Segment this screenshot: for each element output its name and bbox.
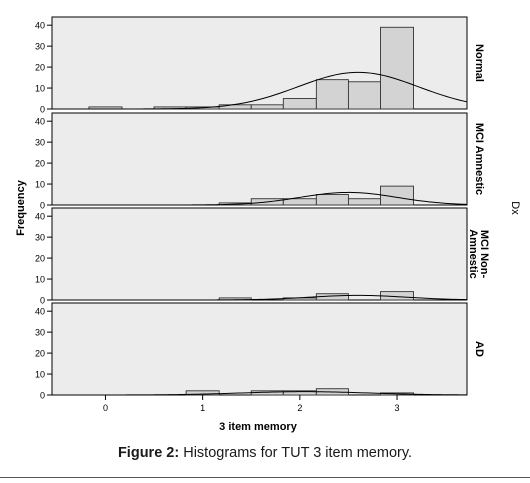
y-tick-label: 0 <box>40 201 45 211</box>
histogram-bar <box>315 79 349 110</box>
y-tick-label: 30 <box>35 328 45 338</box>
y-tick-label: 0 <box>40 296 45 306</box>
y-axis-label: Frequency <box>15 179 27 236</box>
panel-background <box>51 207 468 301</box>
histogram-figure: Frequency 3 item memory Dx 010203040Norm… <box>15 16 521 433</box>
y-tick-label: 30 <box>35 233 45 243</box>
panel-label: Normal <box>473 44 485 82</box>
panel-label-line: MCI Non- <box>478 230 490 279</box>
y-tick-label: 20 <box>35 254 45 264</box>
x-tick-label: 3 <box>395 403 400 413</box>
x-tick-label: 0 <box>103 403 108 413</box>
y-tick-label: 10 <box>35 180 45 190</box>
figure-caption: Figure 2: Histograms for TUT 3 item memo… <box>0 445 530 461</box>
x-tick-label: 1 <box>200 403 205 413</box>
y-tick-label: 10 <box>35 275 45 285</box>
normal-curve <box>52 391 468 396</box>
y-tick-label: 40 <box>35 307 45 317</box>
caption-label: Figure 2: <box>117 445 180 461</box>
x-axis: 0 1 2 3 <box>103 395 400 413</box>
panel-label: AD <box>473 341 485 357</box>
panel-0: 0 10 20 30 40 Normal <box>35 16 485 115</box>
y-tick-label: 40 <box>35 117 45 127</box>
y-tick-label: 20 <box>35 349 45 359</box>
panel-label-line: Amnestic <box>467 229 479 279</box>
normal-curve <box>52 191 468 206</box>
y-tick-label: 0 <box>40 391 45 401</box>
y-tick-label: 20 <box>35 63 45 73</box>
histogram-bar <box>347 198 381 206</box>
histogram-bar <box>282 98 317 110</box>
histogram-bar <box>250 104 284 110</box>
y-tick-label: 20 <box>35 159 45 169</box>
y-tick-label: 30 <box>35 138 45 148</box>
panel-background <box>51 302 468 396</box>
y-tick-label: 10 <box>35 370 45 380</box>
panel-1: 0 10 20 30 40 MCI Amnestic <box>35 112 485 211</box>
normal-curve <box>52 294 468 301</box>
panel-label: MCI Non-Amnestic <box>467 229 490 279</box>
histogram-bar <box>380 26 414 110</box>
histogram-bar <box>315 194 349 206</box>
histogram-bar <box>380 185 414 206</box>
histogram-bar <box>347 81 381 110</box>
panel-2: 0 10 20 30 40 MCI Non-Amnestic <box>35 207 490 306</box>
y-tick-label: 10 <box>35 84 45 94</box>
panel-label: MCI Amnestic <box>473 123 485 195</box>
panel-3: 0 10 20 30 40 AD <box>35 302 485 401</box>
panels-group: 0 10 20 30 40 Normal 0 10 20 30 40 MCI Amnestic 0 10 2… <box>35 16 490 401</box>
x-axis-label: 3 item memory <box>219 421 298 433</box>
y-tick-label: 40 <box>35 212 45 222</box>
facet-label: Dx <box>509 201 521 215</box>
y-tick-label: 30 <box>35 42 45 52</box>
y-tick-label: 40 <box>35 21 45 31</box>
y-tick-label: 0 <box>40 105 45 115</box>
bottom-rule <box>0 477 530 478</box>
x-tick-label: 2 <box>297 403 302 413</box>
normal-curve <box>52 71 468 110</box>
caption-text: Histograms for TUT 3 item memory. <box>179 445 413 461</box>
